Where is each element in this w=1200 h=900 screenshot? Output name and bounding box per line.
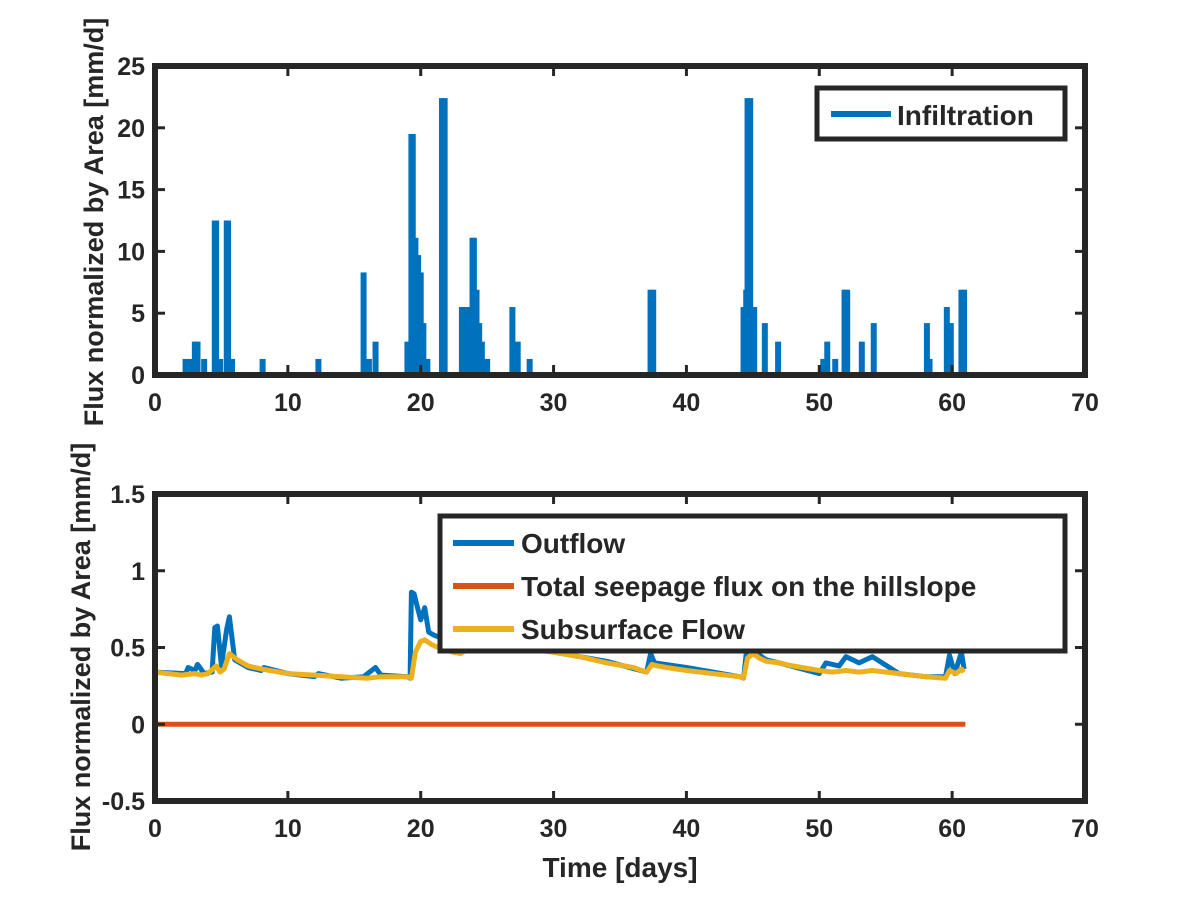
series-infiltration-spike bbox=[365, 358, 372, 375]
series-infiltration-spike bbox=[465, 307, 472, 375]
infiltration-y-tick-label: 25 bbox=[117, 53, 145, 81]
series-infiltration-spike bbox=[441, 98, 448, 376]
series-infiltration-spike bbox=[824, 341, 831, 375]
outflow-y-tick-label: 1.5 bbox=[110, 481, 145, 509]
outflow-y-axis-label: Flux normalized by Area [mm/d] bbox=[66, 443, 96, 852]
series-infiltration-spike bbox=[858, 341, 865, 375]
series-infiltration-spike bbox=[187, 358, 194, 375]
series-infiltration-spike bbox=[201, 358, 208, 375]
outflow-y-tick-label: -0.5 bbox=[102, 788, 145, 816]
series-infiltration-spike bbox=[194, 341, 201, 375]
series-infiltration-spike bbox=[844, 289, 851, 375]
outflow-axes: 0 10 20 30 40 50 60 70-0.500.511.5 Flux normali… bbox=[66, 443, 1099, 883]
series-infiltration-spike bbox=[947, 323, 954, 375]
outflow-x-tick-label: 10 bbox=[274, 815, 302, 843]
outflow-legend-box bbox=[437, 513, 1068, 654]
infiltration-x-tick-label: 50 bbox=[805, 389, 833, 417]
outflow-x-tick-label: 50 bbox=[805, 815, 833, 843]
series-infiltration-spike bbox=[509, 307, 516, 375]
outflow-y-tick-label: 0 bbox=[131, 711, 145, 739]
infiltration-x-tick-label: 30 bbox=[540, 389, 568, 417]
series-infiltration-spike bbox=[775, 341, 782, 375]
series-infiltration-spike bbox=[747, 98, 754, 376]
series-infiltration-spike bbox=[943, 307, 950, 375]
outflow-x-tick-label: 0 bbox=[148, 815, 162, 843]
infiltration-axes-frame bbox=[152, 63, 1088, 378]
outflow-x-tick-label: 70 bbox=[1071, 815, 1099, 843]
infiltration-x-tick-label: 10 bbox=[274, 389, 302, 417]
series-infiltration-spike bbox=[751, 307, 758, 375]
series-infiltration-spike bbox=[229, 358, 236, 375]
infiltration-y-tick-label: 20 bbox=[117, 115, 145, 143]
series-infiltration-spike bbox=[424, 358, 431, 375]
infiltration-x-tick-label: 60 bbox=[938, 389, 966, 417]
infiltration-x-tick-label: 40 bbox=[673, 389, 701, 417]
series-infiltration-spike bbox=[478, 341, 485, 375]
outflow-x-tick-label: 30 bbox=[540, 815, 568, 843]
series-infiltration-spike bbox=[182, 358, 189, 375]
infiltration-y-tick-label: 0 bbox=[131, 362, 145, 390]
series-infiltration-spike bbox=[372, 341, 379, 375]
infiltration-x-tick-label: 0 bbox=[148, 389, 162, 417]
outflow-x-tick-label: 60 bbox=[938, 815, 966, 843]
series-infiltration-spike bbox=[404, 341, 411, 375]
legend-label-seepage: Total seepage flux on the hillslope bbox=[521, 571, 976, 602]
infiltration-y-tick-label: 5 bbox=[131, 300, 145, 328]
series-infiltration-spike bbox=[420, 323, 427, 375]
series-infiltration-spike bbox=[225, 220, 232, 375]
series-infiltration-spike bbox=[514, 341, 521, 375]
series-infiltration-spike bbox=[259, 358, 266, 375]
infiltration-y-tick-label: 10 bbox=[117, 238, 145, 266]
infiltration-axes: 0 10 20 30 40 50 60 70 0 5 10 15 20 25 Flux normalize… bbox=[79, 18, 1099, 427]
series-infiltration-spike bbox=[217, 358, 224, 375]
legend-label-infiltration: Infiltration bbox=[897, 100, 1034, 131]
outflow-y-tick-label: 1 bbox=[131, 558, 145, 586]
infiltration-ticks: 0 10 20 30 40 50 60 70 0 5 10 15 20 25 bbox=[117, 53, 1099, 417]
x-axis-label: Time [days] bbox=[542, 852, 697, 883]
outflow-x-tick-label: 40 bbox=[673, 815, 701, 843]
series-infiltration-spike bbox=[926, 358, 933, 375]
infiltration-legend: Infiltration bbox=[814, 85, 1068, 142]
series-infiltration-spike bbox=[315, 358, 322, 375]
series-infiltration-spike bbox=[213, 220, 220, 375]
series-infiltration-spike bbox=[832, 358, 839, 375]
outflow-x-tick-label: 20 bbox=[407, 815, 435, 843]
series-infiltration-spike bbox=[761, 323, 768, 375]
infiltration-y-axis-label: Flux normalized by Area [mm/d] bbox=[79, 18, 109, 427]
series-infiltration-spike bbox=[526, 358, 533, 375]
series-infiltration-spike bbox=[360, 272, 367, 375]
outflow-ticks: 0 10 20 30 40 50 60 70-0.500.511.5 bbox=[102, 481, 1099, 843]
legend-label-outflow: Outflow bbox=[521, 528, 625, 559]
outflow-legend: Outflow Total seepage flux on the hillsl… bbox=[437, 513, 1068, 654]
infiltration-marks bbox=[155, 98, 968, 378]
series-infiltration bbox=[155, 98, 968, 378]
series-infiltration-spike bbox=[484, 358, 491, 375]
infiltration-x-tick-label: 70 bbox=[1071, 389, 1099, 417]
legend-label-subsurface: Subsurface Flow bbox=[521, 614, 745, 645]
outflow-y-tick-label: 0.5 bbox=[110, 635, 145, 663]
series-infiltration-spike bbox=[961, 289, 968, 375]
infiltration-y-tick-label: 15 bbox=[117, 177, 145, 205]
series-infiltration-spike bbox=[650, 289, 657, 375]
series-infiltration-spike bbox=[458, 307, 465, 375]
series-infiltration-spike bbox=[870, 323, 877, 375]
series-infiltration-spike bbox=[820, 358, 827, 375]
series-infiltration-spike bbox=[923, 323, 930, 375]
infiltration-x-tick-label: 20 bbox=[407, 389, 435, 417]
